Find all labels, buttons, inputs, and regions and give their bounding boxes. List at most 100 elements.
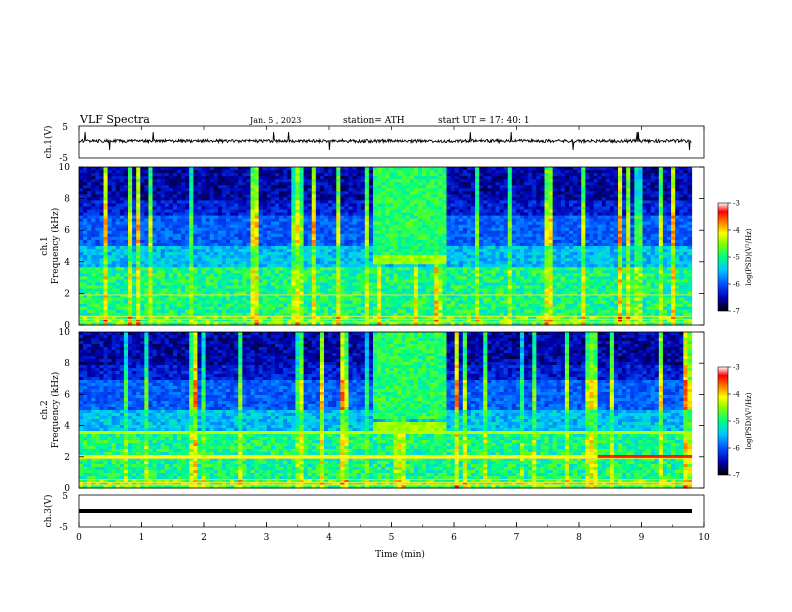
- spectrogram-cell: [675, 212, 680, 217]
- spectrogram-cell: [266, 206, 272, 211]
- spectrogram-cell: [201, 194, 207, 198]
- spectrogram-cell: [132, 185, 137, 189]
- spectrogram-cell: [634, 206, 640, 211]
- spectrogram-cell: [589, 179, 595, 183]
- spectrogram-cell: [564, 203, 570, 208]
- spectrogram-cell: [679, 167, 684, 171]
- spectrogram-cell: [438, 191, 444, 195]
- spectrogram-cell: [266, 167, 272, 171]
- spectrogram-cell: [328, 194, 333, 198]
- spectrogram-cell: [650, 176, 656, 180]
- spectrogram-cell: [152, 167, 158, 171]
- spectrogram-cell: [532, 182, 537, 186]
- spectrogram-cell: [254, 206, 260, 211]
- spectrogram-cell: [479, 185, 484, 189]
- spectrogram-cell: [560, 173, 566, 177]
- spectrogram-cell: [209, 200, 215, 205]
- spectrogram-cell: [495, 170, 501, 174]
- spectrogram-cell: [181, 209, 186, 214]
- spectrogram-cell: [434, 212, 439, 217]
- spectrogram-cell: [597, 206, 603, 211]
- spectrogram-cell: [556, 176, 562, 180]
- spectrogram-cell: [226, 194, 231, 198]
- spectrogram-cell: [160, 209, 166, 214]
- spectrogram-cell: [385, 194, 390, 198]
- spectrogram-cell: [609, 191, 615, 195]
- spectrogram-cell: [315, 206, 321, 211]
- spectrogram-cell: [630, 191, 635, 195]
- spectrogram-cell: [466, 212, 472, 217]
- spectrogram-cell: [364, 212, 370, 217]
- spectrogram-cell: [466, 179, 472, 183]
- spectrogram-cell: [287, 167, 292, 171]
- spectrogram-cell: [630, 197, 635, 202]
- spectrogram-cell: [422, 179, 427, 183]
- spectrogram-cell: [475, 176, 480, 180]
- spectrogram-cell: [528, 182, 533, 186]
- spectrogram-cell: [658, 167, 664, 171]
- spectrogram-cell: [156, 176, 162, 180]
- spectrogram-cell: [618, 194, 623, 198]
- spectrogram-cell: [401, 167, 407, 171]
- spectrogram-cell: [340, 167, 346, 171]
- spectrogram-cell: [601, 212, 607, 217]
- spectrogram-cell: [319, 179, 325, 183]
- spectrogram-cell: [226, 197, 231, 202]
- spectrogram-cell: [111, 185, 117, 189]
- spectrogram-cell: [172, 167, 178, 171]
- spectrogram-cell: [209, 173, 215, 177]
- spectrogram-cell: [609, 206, 615, 211]
- spectrogram-cell: [426, 212, 431, 217]
- spectrogram-cell: [319, 167, 325, 171]
- spectrogram-cell: [409, 209, 415, 214]
- spectrogram-cell: [450, 179, 456, 183]
- spectrogram-cell: [381, 173, 386, 177]
- spectrogram-cell: [201, 203, 207, 208]
- spectrogram-cell: [299, 206, 305, 211]
- spectrogram-cell: [128, 206, 133, 211]
- spectrogram-cell: [662, 197, 668, 202]
- spectrogram-cell: [238, 170, 243, 174]
- spectrogram-cell: [115, 185, 121, 189]
- spectrogram-cell: [397, 182, 403, 186]
- spectrogram-cell: [417, 212, 423, 217]
- spectrogram-cell: [266, 197, 272, 202]
- spectrogram-cell: [213, 191, 219, 195]
- spectrogram-cell: [177, 188, 182, 192]
- spectrogram-cell: [213, 200, 219, 205]
- spectrogram-cell: [650, 194, 656, 198]
- spectrogram-cell: [103, 188, 109, 192]
- spectrogram-cell: [258, 206, 264, 211]
- spectrogram-cell: [242, 194, 248, 198]
- spectrogram-cell: [156, 179, 162, 183]
- spectrogram-cell: [258, 185, 264, 189]
- spectrogram-cell: [79, 206, 84, 211]
- spectrogram-cell: [679, 212, 684, 217]
- spectrogram-cell: [270, 182, 276, 186]
- spectrogram-cell: [311, 212, 317, 217]
- spectrogram-cell: [491, 188, 497, 192]
- spectrogram-cell: [144, 191, 150, 195]
- spectrogram-cell: [287, 179, 292, 183]
- spectrogram-cell: [466, 185, 472, 189]
- spectrogram-cell: [226, 200, 231, 205]
- spectrogram-cell: [569, 191, 574, 195]
- spectrogram-cell: [311, 188, 317, 192]
- spectrogram-cell: [275, 188, 280, 192]
- spectrogram-cell: [667, 191, 672, 195]
- spectrogram-cell: [95, 203, 101, 208]
- spectrogram-cell: [405, 200, 411, 205]
- spectrogram-cell: [466, 176, 472, 180]
- spectrogram-cell: [315, 167, 321, 171]
- spectrogram-cell: [479, 191, 484, 195]
- spectrogram-cell: [99, 209, 105, 214]
- spectrogram-cell: [622, 200, 627, 205]
- spectrogram-cell: [303, 194, 309, 198]
- spectrogram-cell: [111, 212, 117, 217]
- spectrogram-cell: [79, 167, 84, 171]
- spectrogram-cell: [185, 167, 190, 171]
- spectrogram-cell: [132, 197, 137, 202]
- spectrogram-cell: [479, 173, 484, 177]
- spectrogram-cell: [336, 173, 341, 177]
- spectrogram-cell: [495, 206, 501, 211]
